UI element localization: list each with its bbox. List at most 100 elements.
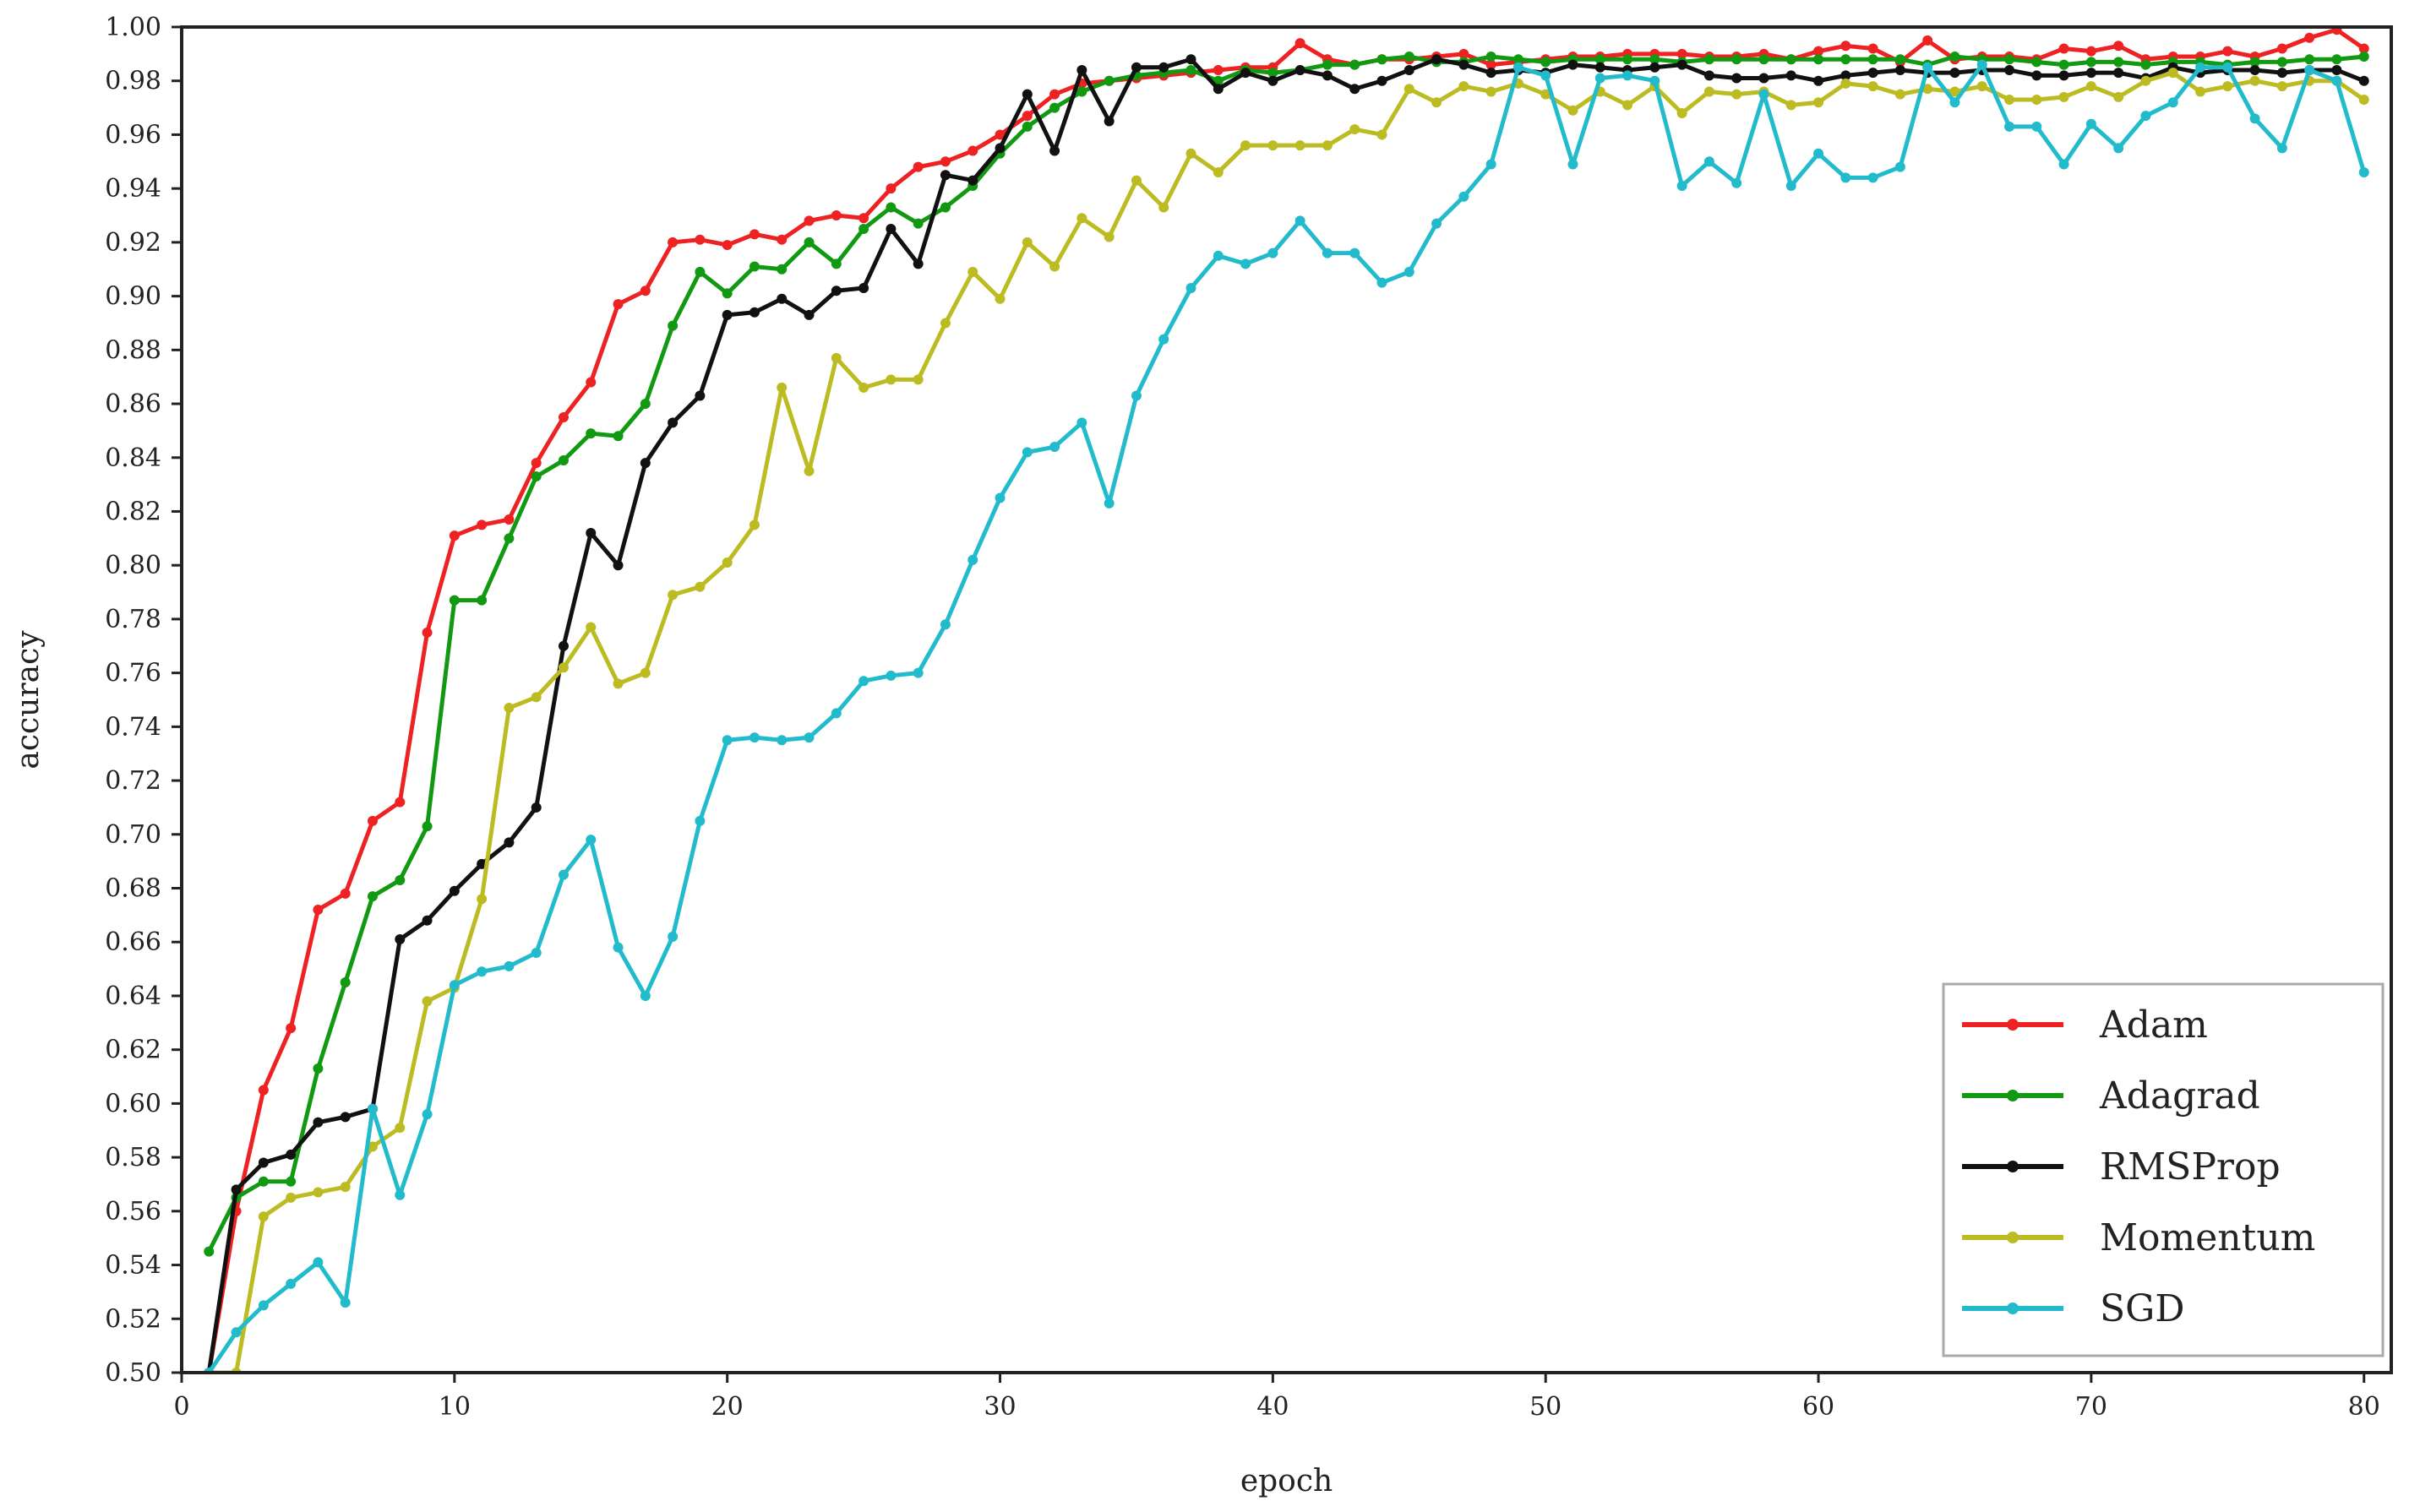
data-point-rmsprop: [1649, 62, 1660, 73]
data-point-adagrad: [1512, 54, 1523, 65]
data-point-sgd: [858, 676, 869, 687]
data-point-adam: [995, 129, 1006, 140]
data-point-momentum: [668, 590, 679, 601]
x-tick-label: 60: [1802, 1392, 1834, 1422]
data-point-momentum: [2195, 86, 2206, 97]
data-point-adam: [749, 229, 760, 240]
data-point-sgd: [2113, 143, 2124, 154]
data-point-adagrad: [2113, 57, 2124, 68]
data-point-adam: [340, 888, 351, 899]
data-point-sgd: [1076, 417, 1087, 428]
data-point-sgd: [558, 869, 569, 880]
data-point-momentum: [2276, 81, 2287, 92]
data-point-sgd: [1022, 447, 1033, 458]
data-point-sgd: [2358, 167, 2369, 178]
data-point-adam: [1049, 89, 1060, 100]
x-tick-label: 30: [984, 1392, 1016, 1422]
data-point-rmsprop: [1240, 68, 1251, 79]
plot-area: [204, 27, 2369, 1373]
data-point-adagrad: [1403, 52, 1414, 63]
y-tick-label: 0.50: [105, 1358, 161, 1388]
data-point-sgd: [231, 1327, 242, 1338]
y-tick-label: 0.98: [105, 67, 161, 96]
data-point-rmsprop: [313, 1117, 324, 1128]
data-point-adam: [1213, 64, 1224, 75]
data-point-sgd: [586, 835, 597, 846]
data-point-adagrad: [286, 1176, 297, 1187]
y-tick-label: 0.62: [105, 1036, 161, 1065]
data-point-momentum: [1813, 97, 1824, 108]
data-point-adagrad: [340, 977, 351, 988]
data-point-adam: [313, 905, 324, 916]
data-point-adam: [1922, 35, 1933, 46]
data-point-adagrad: [2276, 57, 2287, 68]
data-point-adagrad: [1022, 121, 1033, 132]
data-point-sgd: [1840, 172, 1851, 183]
data-point-sgd: [1949, 97, 1960, 108]
data-point-rmsprop: [1758, 73, 1769, 84]
data-point-adam: [967, 145, 978, 156]
data-point-adam: [2222, 46, 2233, 57]
data-point-adagrad: [913, 218, 924, 229]
legend-item-adam: Adam: [1962, 1003, 2208, 1047]
data-point-momentum: [313, 1187, 324, 1198]
data-point-rmsprop: [1049, 145, 1060, 156]
data-point-sgd: [2249, 113, 2260, 124]
data-point-adagrad: [1349, 59, 1360, 70]
data-point-rmsprop: [613, 560, 624, 571]
data-point-sgd: [2195, 62, 2206, 73]
data-point-adagrad: [2004, 54, 2015, 65]
data-point-rmsprop: [2085, 68, 2096, 79]
data-point-adagrad: [1076, 86, 1087, 97]
y-tick-label: 0.56: [105, 1197, 161, 1226]
data-point-sgd: [1131, 390, 1142, 401]
y-tick-label: 0.64: [105, 982, 161, 1011]
data-point-rmsprop: [1894, 64, 1905, 75]
data-point-adam: [1458, 48, 1469, 59]
data-point-adam: [1294, 38, 1305, 49]
data-point-adam: [395, 797, 406, 808]
data-point-sgd: [1731, 177, 1742, 188]
data-point-rmsprop: [1158, 62, 1169, 73]
x-tick-label: 70: [2075, 1392, 2107, 1422]
data-point-adagrad: [2058, 59, 2069, 70]
x-tick-label: 10: [439, 1392, 471, 1422]
data-point-sgd: [749, 732, 760, 743]
data-point-momentum: [2140, 75, 2151, 86]
y-axis-title: accuracy: [11, 630, 46, 770]
data-point-rmsprop: [586, 527, 597, 538]
data-point-adagrad: [2304, 54, 2315, 65]
data-point-adagrad: [1622, 54, 1633, 65]
series-line-momentum: [209, 70, 2366, 1373]
data-point-rmsprop: [2276, 68, 2287, 79]
legend-marker: [2007, 1161, 2019, 1172]
x-tick-label: 0: [173, 1392, 189, 1422]
data-point-sgd: [1049, 442, 1060, 453]
data-point-adagrad: [1594, 54, 1605, 65]
data-point-adam: [2276, 43, 2287, 54]
data-point-sgd: [1758, 89, 1769, 100]
data-point-adagrad: [804, 237, 815, 247]
data-point-adagrad: [1049, 102, 1060, 113]
data-point-adagrad: [2031, 57, 2042, 68]
data-point-adagrad: [367, 891, 378, 902]
data-point-momentum: [640, 667, 651, 678]
data-point-momentum: [2004, 95, 2015, 106]
y-tick-label: 0.60: [105, 1089, 161, 1118]
data-point-adagrad: [2249, 57, 2260, 68]
data-point-adagrad: [1785, 54, 1796, 65]
data-point-momentum: [1076, 213, 1087, 224]
data-point-momentum: [886, 374, 897, 385]
data-point-momentum: [1676, 107, 1687, 118]
data-point-rmsprop: [640, 458, 651, 469]
data-point-sgd: [1104, 498, 1115, 509]
data-point-rmsprop: [995, 143, 1006, 154]
data-point-rmsprop: [1594, 62, 1605, 73]
data-point-momentum: [340, 1182, 351, 1193]
data-point-momentum: [1485, 86, 1496, 97]
data-point-sgd: [1567, 159, 1578, 170]
data-point-adam: [722, 240, 733, 251]
data-point-rmsprop: [1403, 64, 1414, 75]
data-point-sgd: [613, 942, 624, 953]
data-point-adagrad: [722, 288, 733, 299]
